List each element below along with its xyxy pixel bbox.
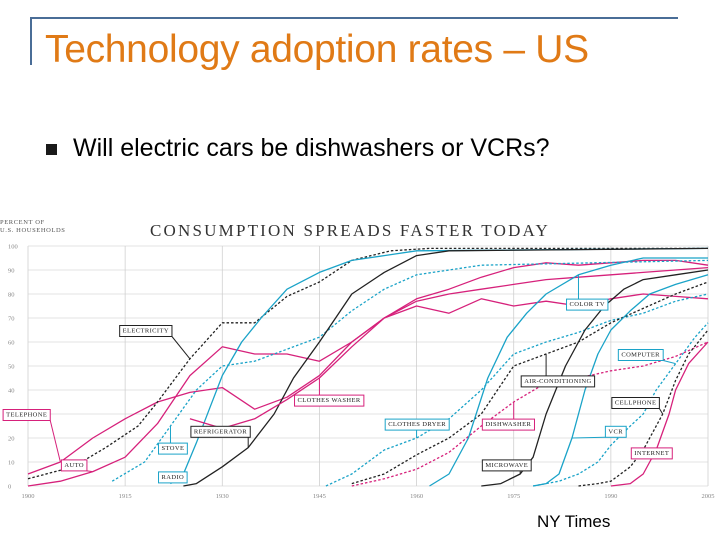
series-label-leader xyxy=(663,360,676,365)
series-label-air-conditioning: AIR-CONDITIONING xyxy=(524,378,591,385)
series-label-box xyxy=(384,418,450,431)
y-tick-label: 20 xyxy=(8,436,15,443)
y-axis-label: U.S. HOUSEHOLDS xyxy=(0,227,66,234)
series-label-clothes-washer: CLOTHES WASHER xyxy=(298,397,361,404)
x-tick-label: 1945 xyxy=(313,493,326,500)
series-line-radio xyxy=(170,247,709,485)
series-label-leader xyxy=(171,336,191,360)
series-line-electricity xyxy=(27,247,708,480)
series-label-auto: AUTO xyxy=(64,462,84,469)
series-label-microwave: MICROWAVE xyxy=(485,462,528,469)
bullet-square-icon xyxy=(46,144,57,155)
series-label-box xyxy=(158,442,188,455)
series-label-box xyxy=(481,459,532,472)
series-label-clothes-dryer: CLOTHES DRYER xyxy=(388,421,446,428)
series-line-clothes-dryer xyxy=(325,293,709,487)
series-line-stove xyxy=(111,259,709,482)
series-line-vcr xyxy=(532,274,709,487)
series-label-box xyxy=(294,394,365,407)
x-tick-label: 1990 xyxy=(604,493,617,500)
y-tick-label: 80 xyxy=(8,292,15,299)
series-label-box xyxy=(481,418,535,431)
title-frame-top-rule xyxy=(30,17,678,19)
x-tick-label: 1960 xyxy=(410,493,423,500)
series-label-radio: RADIO xyxy=(162,474,185,481)
series-label-electricity: ELECTRICITY xyxy=(123,328,169,335)
series-label-internet: INTERNET xyxy=(634,450,669,457)
y-tick-label: 40 xyxy=(8,388,15,395)
series-line-color-tv xyxy=(429,257,708,487)
y-axis-label: PERCENT OF xyxy=(0,219,45,226)
series-label-dishwasher: DISHWASHER xyxy=(485,421,531,428)
y-tick-label: 60 xyxy=(8,340,15,347)
y-tick-label: 100 xyxy=(8,244,18,251)
series-label-color-tv: COLOR TV xyxy=(570,301,605,308)
series-label-computer: COMPUTER xyxy=(621,352,660,359)
series-label-box xyxy=(119,325,173,337)
series-label-leader xyxy=(49,420,61,463)
series-line-microwave xyxy=(481,269,709,487)
series-line-computer xyxy=(532,322,709,487)
y-tick-label: 10 xyxy=(8,460,15,467)
x-tick-label: 1900 xyxy=(22,493,35,500)
series-label-cellphone: CELLPHONE xyxy=(615,400,657,407)
series-label-box xyxy=(566,298,609,311)
series-line-internet xyxy=(610,341,709,487)
adoption-chart: CONSUMPTION SPREADS FASTER TODAY PERCENT … xyxy=(0,219,715,500)
x-tick-label: 2005 xyxy=(702,493,715,500)
x-tick-label: 1930 xyxy=(216,493,229,500)
bullet-text: Will electric cars be dishwashers or VCR… xyxy=(73,134,550,162)
series-line-clothes-washer xyxy=(189,293,709,430)
source-credit: NY Times xyxy=(537,512,611,531)
series-line-dishwasher xyxy=(351,341,709,487)
chart-title: CONSUMPTION SPREADS FASTER TODAY xyxy=(150,221,550,240)
series-label-telephone: TELEPHONE xyxy=(6,412,47,419)
series-label-box xyxy=(158,471,188,484)
series-line-auto xyxy=(27,266,709,487)
y-tick-label: 0 xyxy=(8,484,11,491)
series-label-stove: STOVE xyxy=(162,445,185,452)
series-label-leader xyxy=(86,470,93,473)
series-label-box xyxy=(520,375,596,388)
y-tick-label: 90 xyxy=(8,268,15,275)
series-line-air-conditioning xyxy=(351,281,709,485)
y-tick-label: 70 xyxy=(8,316,15,323)
series-label-box xyxy=(190,425,251,438)
title-frame-left-rule xyxy=(30,17,32,65)
series-label-box xyxy=(630,447,673,460)
series-label-box xyxy=(617,349,664,361)
x-tick-label: 1975 xyxy=(507,493,520,500)
series-label-leader xyxy=(658,408,664,415)
series-label-refrigerator: REFRIGERATOR xyxy=(194,428,247,435)
slide-title: Technology adoption rates – US xyxy=(45,28,589,71)
y-tick-label: 50 xyxy=(8,364,15,371)
series-label-box xyxy=(2,409,51,421)
series-label-leader xyxy=(571,436,606,439)
series-line-refrigerator xyxy=(183,247,709,487)
series-label-vcr: VCR xyxy=(608,428,623,435)
series-label-box xyxy=(611,397,660,409)
series-label-box xyxy=(604,425,627,438)
x-tick-label: 1915 xyxy=(119,493,132,500)
series-label-box xyxy=(60,459,88,472)
series-line-telephone xyxy=(27,259,709,475)
